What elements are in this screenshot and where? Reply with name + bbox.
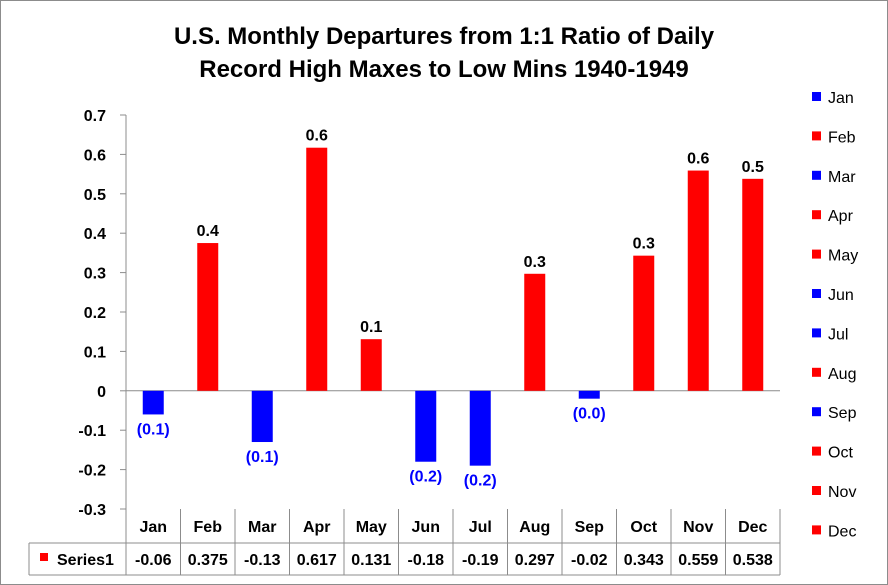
bar-jun <box>415 390 437 462</box>
y-tick-label: 0.5 <box>84 187 106 204</box>
legend-label: Jan <box>828 90 854 107</box>
y-tick-label: 0.2 <box>84 305 106 322</box>
x-tick-label: Jun <box>412 519 440 536</box>
table-value: -0.02 <box>571 552 608 569</box>
data-label: (0.2) <box>409 469 442 486</box>
data-label: 0.5 <box>742 159 764 176</box>
data-label: (0.2) <box>464 473 497 490</box>
legend-label: Jun <box>828 287 854 304</box>
x-tick-label: Nov <box>683 519 713 536</box>
legend-swatch-nov <box>812 486 821 495</box>
x-tick-label: Apr <box>303 519 331 536</box>
legend-swatch-aug <box>812 367 821 377</box>
y-tick-label: -0.1 <box>78 423 106 440</box>
legend-label: Dec <box>828 523 856 540</box>
x-tick-label: Oct <box>630 519 657 536</box>
y-tick-label: 0.3 <box>84 266 106 283</box>
bar-nov <box>687 170 709 391</box>
table-value: 0.375 <box>188 552 228 569</box>
x-tick-label: Jan <box>139 519 167 536</box>
table-value: 0.617 <box>297 552 337 569</box>
legend-swatch-mar <box>812 170 821 180</box>
bar-feb <box>197 243 219 391</box>
data-label: (0.1) <box>246 449 279 466</box>
y-tick-label: -0.3 <box>78 502 106 519</box>
chart-title-line: Record High Maxes to Low Mins 1940-1949 <box>199 56 688 83</box>
bar-sep <box>578 390 600 399</box>
y-tick-label: -0.2 <box>78 463 106 480</box>
table-value: 0.297 <box>515 552 555 569</box>
table-value: 0.538 <box>733 552 773 569</box>
legend-label: Mar <box>828 169 856 186</box>
bar-may <box>360 339 382 391</box>
chart-title-line: U.S. Monthly Departures from 1:1 Ratio o… <box>174 23 715 50</box>
legend-label: Nov <box>828 484 856 501</box>
x-tick-label: Mar <box>248 519 276 536</box>
legend-label: Apr <box>828 208 854 225</box>
y-tick-label: 0.1 <box>84 344 106 361</box>
legend-swatch-feb <box>812 131 821 141</box>
y-tick-label: 0.6 <box>84 147 106 164</box>
data-label: 0.1 <box>360 319 382 336</box>
bar-apr <box>306 147 328 391</box>
legend-swatch-dec <box>812 525 821 535</box>
bar-dec <box>742 178 764 391</box>
y-tick-label: 0 <box>97 384 106 401</box>
y-tick-label: 0.7 <box>84 108 106 125</box>
table-value: -0.18 <box>408 552 445 569</box>
x-tick-label: May <box>356 519 387 536</box>
legend-swatch-jan <box>812 92 821 101</box>
data-label: (0.0) <box>573 406 606 423</box>
legend-swatch-may <box>812 249 821 259</box>
x-tick-label: Feb <box>194 519 223 536</box>
data-label: 0.4 <box>197 223 219 240</box>
bar-oct <box>633 255 655 391</box>
legend-swatch-apr <box>812 210 821 220</box>
data-label: (0.1) <box>137 421 170 438</box>
x-tick-label: Aug <box>519 519 550 536</box>
legend-label: Oct <box>828 445 853 462</box>
table-value: -0.06 <box>135 552 172 569</box>
table-value: 0.343 <box>624 552 664 569</box>
data-label: 0.3 <box>524 254 546 271</box>
data-label: 0.3 <box>633 236 655 253</box>
x-tick-label: Jul <box>469 519 492 536</box>
legend-swatch-sep <box>812 407 821 417</box>
table-value: 0.131 <box>351 552 391 569</box>
table-value: -0.13 <box>244 552 281 569</box>
legend-swatch-oct <box>812 446 821 456</box>
legend-swatch-jun <box>812 289 821 298</box>
data-label: 0.6 <box>306 128 328 145</box>
legend-label: Aug <box>828 366 856 383</box>
legend-label: Feb <box>828 129 856 146</box>
data-label: 0.6 <box>687 151 709 168</box>
table-value: -0.19 <box>462 552 499 569</box>
legend-label: Jul <box>828 326 848 343</box>
bar-jan <box>142 390 164 415</box>
series-name: Series1 <box>57 552 114 569</box>
table-value: 0.559 <box>678 552 718 569</box>
x-tick-label: Dec <box>738 519 767 536</box>
series-key-swatch <box>40 553 48 561</box>
y-tick-label: 0.4 <box>84 226 106 243</box>
bar-mar <box>251 390 273 443</box>
legend-label: Sep <box>828 405 857 422</box>
legend-swatch-jul <box>812 328 821 338</box>
x-tick-label: Sep <box>575 519 605 536</box>
bar-aug <box>524 273 546 391</box>
legend-label: May <box>828 248 858 265</box>
bar-jul <box>469 390 491 466</box>
